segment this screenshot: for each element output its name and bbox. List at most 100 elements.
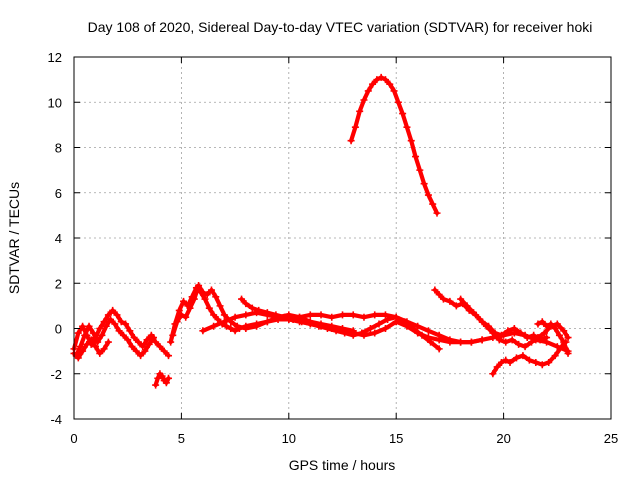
data-point-marker [227,325,235,332]
data-point-marker [506,358,514,366]
data-point-marker [100,345,108,353]
data-point-marker [497,331,505,339]
data-point-marker [107,315,115,323]
data-point-marker [126,327,134,335]
data-point-marker [528,338,536,346]
data-point-marker [165,352,173,360]
data-point-marker [104,311,112,319]
x-tick-label: 15 [389,431,403,446]
data-point-marker [547,320,555,328]
data-point-marker [457,295,465,303]
x-axis-label: GPS time / hours [289,457,396,473]
data-point-marker [272,311,280,319]
data-point-marker [375,320,383,328]
data-point-marker [152,381,160,389]
data-point-marker [347,137,355,145]
data-point-marker [195,282,203,290]
data-point-marker [356,107,364,115]
data-point-marker [351,123,359,131]
data-point-marker [371,311,379,319]
y-tick-label: 4 [55,231,62,246]
data-point-marker [289,315,297,323]
data-point-marker [489,329,497,337]
data-point-marker [281,313,289,321]
data-point-marker [420,180,428,188]
data-point-marker [457,338,465,346]
y-tick-label: 2 [55,276,62,291]
y-tick-label: 12 [48,50,62,65]
data-point-marker [530,331,538,339]
data-point-marker [366,325,374,332]
data-point-marker [504,327,512,335]
data-point-marker [482,322,490,330]
data-point-marker [180,297,188,305]
data-point-marker [74,354,82,362]
data-point-marker [253,322,261,330]
data-point-marker [452,302,460,310]
data-point-marker [564,349,572,357]
data-point-marker [510,325,518,332]
data-point-marker [332,327,340,335]
data-point-marker [233,322,241,330]
data-point-marker [113,311,121,319]
data-point-marker [199,288,207,296]
data-point-marker [201,295,209,303]
data-point-marker [154,374,162,382]
x-tick-label: 10 [282,431,296,446]
data-point-marker [435,331,443,339]
data-point-marker [508,336,516,344]
data-point-marker [137,352,145,360]
data-point-marker [124,336,132,344]
data-point-marker [109,306,117,314]
data-point-marker [439,295,447,303]
y-tick-label: 10 [48,95,62,110]
data-point-marker [132,347,140,355]
data-point-marker [497,358,505,366]
data-point-marker [360,96,368,104]
data-point-marker [489,370,497,378]
data-point-marker [323,325,331,332]
data-point-marker [381,325,389,332]
data-point-marker [435,345,443,353]
data-point-marker [534,320,542,328]
data-point-marker [223,322,231,330]
data-point-marker [98,331,106,339]
grid-lines [74,57,611,419]
data-point-marker [306,311,314,319]
data-point-marker [182,313,190,321]
data-point-marker [115,327,123,335]
data-point-marker [111,320,119,328]
data-point-marker [538,318,546,326]
data-point-marker [210,322,218,330]
data-point-marker [553,320,561,328]
series-arc-3 [70,336,112,362]
data-point-marker [416,166,424,174]
data-point-marker [212,293,220,301]
series-arc-10 [431,286,551,344]
data-point-marker [392,313,400,321]
data-point-marker [403,123,411,131]
data-point-marker [495,336,503,344]
data-point-marker [534,334,542,342]
data-point-marker [156,343,164,351]
data-point-marker [117,318,125,326]
data-point-marker [76,343,84,351]
data-point-marker [83,340,91,348]
data-point-marker [369,80,377,88]
axis-ticks: 0 5 10 15 20 25 -4 -2 0 2 4 6 8 10 12 [48,50,619,446]
data-point-marker [79,322,87,330]
data-point-marker [381,76,389,84]
data-point-marker [545,358,553,366]
data-point-marker [540,329,548,337]
data-point-marker [390,87,398,95]
data-point-marker [446,297,454,305]
data-point-marker [263,318,271,326]
data-point-marker [435,291,443,299]
data-point-marker [564,334,572,342]
data-point-marker [152,338,160,346]
data-point-marker [231,327,239,335]
data-point-marker [386,80,394,88]
data-point-marker [424,191,432,199]
data-point-marker [412,153,420,161]
